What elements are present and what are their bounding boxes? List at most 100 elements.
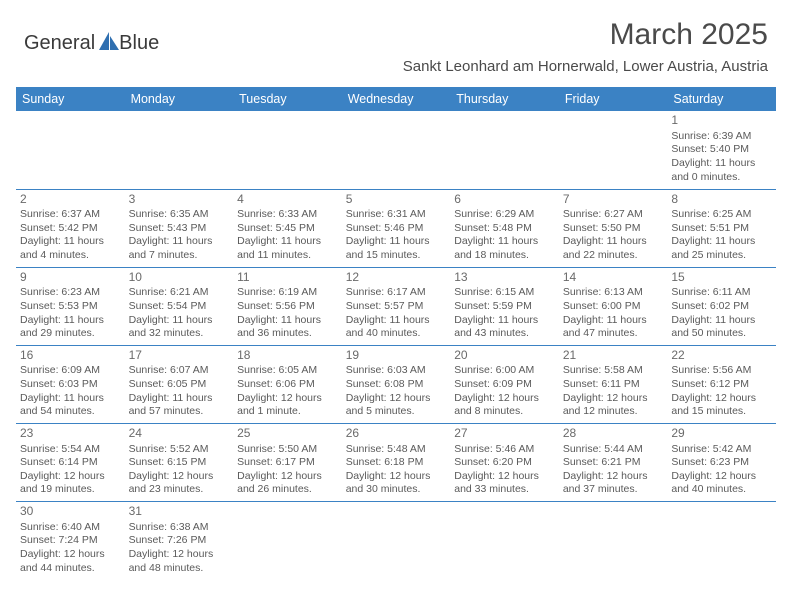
sunrise-line: Sunrise: 6:11 AM [671, 286, 772, 300]
day-cell: 19Sunrise: 6:03 AMSunset: 6:08 PMDayligh… [342, 345, 451, 423]
day-cell: 2Sunrise: 6:37 AMSunset: 5:42 PMDaylight… [16, 189, 125, 267]
daylight-line-2: and 19 minutes. [20, 483, 121, 497]
sunset-line: Sunset: 6:18 PM [346, 456, 447, 470]
daylight-line-2: and 5 minutes. [346, 405, 447, 419]
month-title: March 2025 [403, 18, 768, 52]
daylight-line-1: Daylight: 11 hours [20, 392, 121, 406]
sunset-line: Sunset: 6:17 PM [237, 456, 338, 470]
day-number: 26 [346, 426, 447, 442]
sunset-line: Sunset: 7:26 PM [129, 534, 230, 548]
sunrise-line: Sunrise: 6:15 AM [454, 286, 555, 300]
day-cell: 15Sunrise: 6:11 AMSunset: 6:02 PMDayligh… [667, 267, 776, 345]
sunrise-line: Sunrise: 6:17 AM [346, 286, 447, 300]
day-number: 2 [20, 192, 121, 208]
logo: General Blue [24, 30, 159, 57]
daylight-line-1: Daylight: 11 hours [563, 314, 664, 328]
day-cell: 30Sunrise: 6:40 AMSunset: 7:24 PMDayligh… [16, 502, 125, 580]
day-number: 23 [20, 426, 121, 442]
daylight-line-2: and 40 minutes. [346, 327, 447, 341]
day-number: 17 [129, 348, 230, 364]
day-number: 4 [237, 192, 338, 208]
daylight-line-2: and 29 minutes. [20, 327, 121, 341]
day-number: 5 [346, 192, 447, 208]
sunset-line: Sunset: 5:54 PM [129, 300, 230, 314]
sunset-line: Sunset: 5:51 PM [671, 222, 772, 236]
sunrise-line: Sunrise: 6:07 AM [129, 364, 230, 378]
daylight-line-2: and 12 minutes. [563, 405, 664, 419]
daylight-line-1: Daylight: 12 hours [563, 470, 664, 484]
day-number: 15 [671, 270, 772, 286]
daylight-line-1: Daylight: 11 hours [454, 314, 555, 328]
week-row: 30Sunrise: 6:40 AMSunset: 7:24 PMDayligh… [16, 502, 776, 580]
daylight-line-2: and 11 minutes. [237, 249, 338, 263]
sunrise-line: Sunrise: 6:23 AM [20, 286, 121, 300]
day-cell [667, 502, 776, 580]
day-number: 27 [454, 426, 555, 442]
day-header: Wednesday [342, 87, 451, 111]
day-cell: 18Sunrise: 6:05 AMSunset: 6:06 PMDayligh… [233, 345, 342, 423]
sunrise-line: Sunrise: 6:33 AM [237, 208, 338, 222]
sunrise-line: Sunrise: 5:54 AM [20, 443, 121, 457]
day-cell: 28Sunrise: 5:44 AMSunset: 6:21 PMDayligh… [559, 423, 668, 501]
day-cell: 4Sunrise: 6:33 AMSunset: 5:45 PMDaylight… [233, 189, 342, 267]
daylight-line-1: Daylight: 11 hours [20, 314, 121, 328]
sunrise-line: Sunrise: 6:13 AM [563, 286, 664, 300]
logo-sail-icon [97, 30, 121, 57]
daylight-line-1: Daylight: 11 hours [237, 314, 338, 328]
day-number: 1 [671, 113, 772, 129]
daylight-line-2: and 32 minutes. [129, 327, 230, 341]
daylight-line-2: and 57 minutes. [129, 405, 230, 419]
daylight-line-1: Daylight: 11 hours [454, 235, 555, 249]
sunset-line: Sunset: 6:03 PM [20, 378, 121, 392]
sunset-line: Sunset: 5:42 PM [20, 222, 121, 236]
sunset-line: Sunset: 6:21 PM [563, 456, 664, 470]
sunrise-line: Sunrise: 5:50 AM [237, 443, 338, 457]
day-cell: 26Sunrise: 5:48 AMSunset: 6:18 PMDayligh… [342, 423, 451, 501]
daylight-line-1: Daylight: 12 hours [563, 392, 664, 406]
sunset-line: Sunset: 5:48 PM [454, 222, 555, 236]
week-row: 9Sunrise: 6:23 AMSunset: 5:53 PMDaylight… [16, 267, 776, 345]
sunrise-line: Sunrise: 6:25 AM [671, 208, 772, 222]
sunset-line: Sunset: 5:45 PM [237, 222, 338, 236]
day-number: 13 [454, 270, 555, 286]
daylight-line-2: and 18 minutes. [454, 249, 555, 263]
daylight-line-1: Daylight: 12 hours [454, 470, 555, 484]
daylight-line-1: Daylight: 11 hours [563, 235, 664, 249]
daylight-line-1: Daylight: 12 hours [129, 470, 230, 484]
daylight-line-1: Daylight: 11 hours [129, 314, 230, 328]
day-number: 11 [237, 270, 338, 286]
sunrise-line: Sunrise: 6:00 AM [454, 364, 555, 378]
sunrise-line: Sunrise: 6:38 AM [129, 521, 230, 535]
sunrise-line: Sunrise: 5:44 AM [563, 443, 664, 457]
daylight-line-1: Daylight: 12 hours [129, 548, 230, 562]
daylight-line-1: Daylight: 11 hours [671, 157, 772, 171]
daylight-line-1: Daylight: 11 hours [346, 235, 447, 249]
sunrise-line: Sunrise: 5:58 AM [563, 364, 664, 378]
sunset-line: Sunset: 5:50 PM [563, 222, 664, 236]
daylight-line-1: Daylight: 12 hours [454, 392, 555, 406]
day-number: 9 [20, 270, 121, 286]
day-number: 8 [671, 192, 772, 208]
location-text: Sankt Leonhard am Hornerwald, Lower Aust… [403, 58, 768, 75]
day-cell [16, 111, 125, 189]
daylight-line-1: Daylight: 11 hours [20, 235, 121, 249]
daylight-line-1: Daylight: 11 hours [346, 314, 447, 328]
sunset-line: Sunset: 6:00 PM [563, 300, 664, 314]
day-header-row: SundayMondayTuesdayWednesdayThursdayFrid… [16, 87, 776, 111]
daylight-line-2: and 54 minutes. [20, 405, 121, 419]
daylight-line-2: and 22 minutes. [563, 249, 664, 263]
sunset-line: Sunset: 7:24 PM [20, 534, 121, 548]
day-header: Sunday [16, 87, 125, 111]
day-cell: 23Sunrise: 5:54 AMSunset: 6:14 PMDayligh… [16, 423, 125, 501]
sunrise-line: Sunrise: 6:05 AM [237, 364, 338, 378]
day-header: Tuesday [233, 87, 342, 111]
daylight-line-1: Daylight: 12 hours [671, 470, 772, 484]
day-cell: 14Sunrise: 6:13 AMSunset: 6:00 PMDayligh… [559, 267, 668, 345]
day-cell: 31Sunrise: 6:38 AMSunset: 7:26 PMDayligh… [125, 502, 234, 580]
daylight-line-2: and 33 minutes. [454, 483, 555, 497]
day-number: 28 [563, 426, 664, 442]
daylight-line-2: and 7 minutes. [129, 249, 230, 263]
daylight-line-2: and 0 minutes. [671, 171, 772, 185]
daylight-line-2: and 15 minutes. [346, 249, 447, 263]
day-header: Thursday [450, 87, 559, 111]
